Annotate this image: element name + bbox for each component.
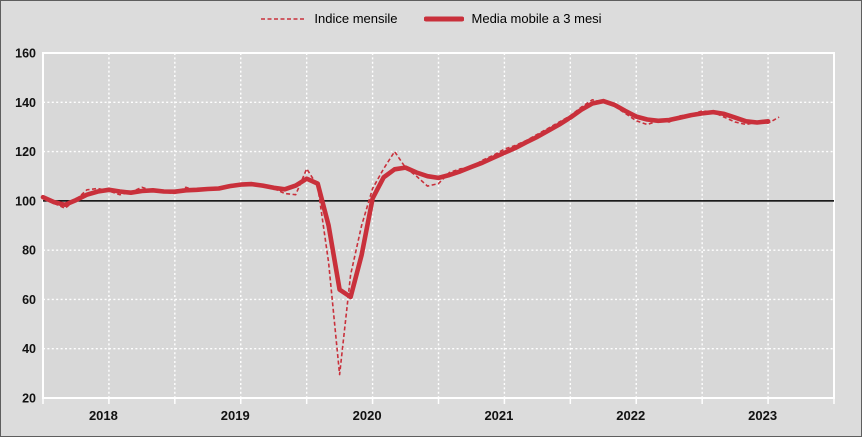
- x-axis-year-label: 2021: [484, 408, 513, 423]
- x-axis-year-label: 2018: [89, 408, 118, 423]
- y-axis-tick-label: 100: [15, 194, 36, 208]
- dashed-line-sample-icon: [261, 17, 306, 20]
- x-axis-year-label: 2020: [353, 408, 382, 423]
- y-axis-tick-label: 80: [22, 244, 36, 258]
- x-axis-year-label: 2023: [748, 408, 777, 423]
- legend-label-indice-mensile: Indice mensile: [314, 11, 398, 26]
- legend-item-media-mobile: Media mobile a 3 mesi: [423, 11, 602, 26]
- x-axis-year-label: 2019: [221, 408, 250, 423]
- y-axis-tick-label: 60: [22, 293, 36, 307]
- legend-item-indice-mensile: Indice mensile: [260, 11, 398, 26]
- y-axis-tick-label: 140: [15, 96, 36, 110]
- x-axis-year-label: 2022: [616, 408, 645, 423]
- y-axis-tick-label: 40: [22, 342, 36, 356]
- legend-label-media-mobile: Media mobile a 3 mesi: [471, 11, 602, 26]
- y-axis-tick-label: 20: [22, 392, 36, 406]
- chart-legend: Indice mensile Media mobile a 3 mesi: [1, 12, 861, 25]
- y-axis-tick-label: 120: [15, 145, 36, 159]
- solid-line-sample-icon: [423, 16, 464, 21]
- y-axis-tick-label: 160: [15, 47, 36, 61]
